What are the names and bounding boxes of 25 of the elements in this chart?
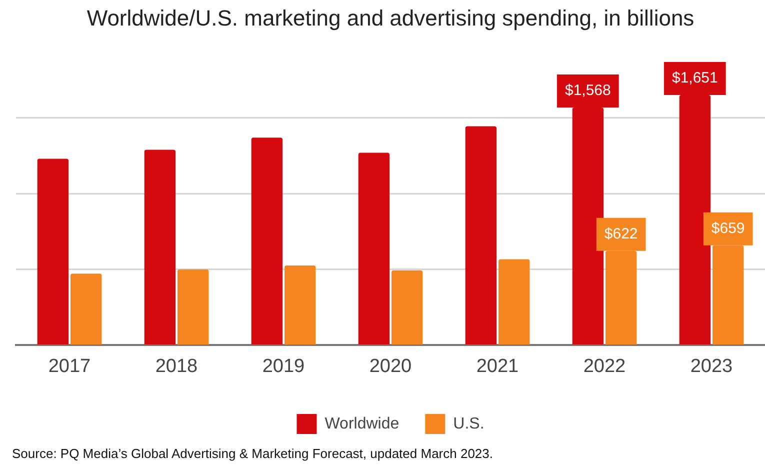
data-label: $622 [604, 226, 638, 243]
x-tick-label: 2023 [690, 356, 733, 377]
legend-label: Worldwide [324, 415, 400, 432]
x-tick-label: 2019 [262, 356, 305, 377]
bar [498, 259, 530, 344]
bar [251, 138, 283, 344]
bar [391, 270, 423, 344]
source-note: Source: PQ Media’s Global Advertising & Marketing Forecast, updated March 2023. [12, 446, 494, 461]
x-tick-label: 2021 [476, 356, 519, 377]
x-tick-label: 2022 [583, 356, 626, 377]
legend-label: U.S. [453, 415, 484, 432]
x-tick-label: 2020 [369, 356, 412, 377]
chart-title: Worldwide/U.S. marketing and advertising spending, in billions [86, 5, 694, 30]
data-label: $1,568 [564, 82, 611, 100]
bar [177, 269, 209, 344]
data-label: $659 [711, 220, 745, 237]
bar [358, 152, 390, 344]
bar [465, 126, 497, 344]
bar [284, 265, 316, 344]
bar [37, 158, 69, 344]
x-tick-label: 2018 [155, 356, 198, 377]
bar [70, 274, 102, 344]
data-label: $1,651 [672, 70, 718, 87]
bar [144, 150, 176, 344]
x-tick-label: 2017 [48, 356, 91, 377]
